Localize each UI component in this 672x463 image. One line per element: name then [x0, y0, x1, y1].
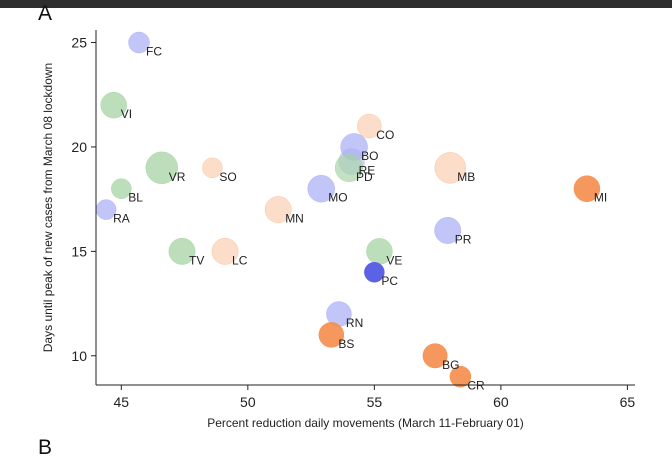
x-tick-label: 45	[114, 394, 130, 410]
point-label-rn: RN	[346, 316, 363, 330]
point-label-bl: BL	[128, 191, 143, 205]
point-mb	[434, 152, 467, 184]
top-bar	[0, 0, 672, 8]
point-bg	[422, 343, 448, 369]
y-tick-label: 20	[71, 139, 87, 155]
y-tick-label: 15	[71, 243, 87, 259]
point-pr	[434, 217, 462, 244]
point-label-ra: RA	[113, 212, 130, 226]
x-tick-label: 50	[240, 394, 256, 410]
point-label-fc: FC	[146, 45, 162, 59]
x-tick-label: 65	[620, 394, 636, 410]
point-label-tv: TV	[189, 253, 204, 267]
point-label-re: RE	[359, 164, 376, 178]
point-mn	[264, 196, 292, 224]
point-label-vr: VR	[169, 170, 186, 184]
point-label-bg: BG	[442, 358, 459, 372]
point-label-mo: MO	[328, 191, 347, 205]
point-tv	[168, 237, 196, 265]
point-label-pr: PR	[455, 232, 472, 246]
point-mo	[307, 174, 335, 203]
point-fc	[128, 31, 150, 54]
x-tick-label: 55	[367, 394, 383, 410]
point-label-pd: PD	[356, 170, 373, 184]
x-tick-label: 60	[493, 394, 509, 410]
x-axis-title: Percent reduction daily movements (March…	[207, 416, 524, 430]
point-mi	[573, 175, 601, 202]
panel-a-letter: A	[38, 2, 53, 25]
point-cr	[449, 365, 472, 388]
point-lc	[211, 237, 239, 265]
point-label-bo: BO	[361, 149, 378, 163]
y-axis-title: Days until peak of new cases from March …	[41, 63, 55, 352]
point-label-so: SO	[219, 170, 236, 184]
point-pd	[334, 153, 364, 183]
point-so	[202, 157, 223, 179]
point-label-bs: BS	[338, 337, 354, 351]
point-label-ve: VE	[386, 253, 402, 267]
point-co	[357, 113, 382, 139]
point-vi	[100, 91, 127, 119]
point-label-co: CO	[376, 128, 394, 142]
point-pc	[364, 261, 385, 283]
markers-layer	[95, 31, 601, 388]
point-vr	[145, 151, 179, 185]
point-label-cr: CR	[467, 379, 485, 393]
point-bs	[318, 322, 345, 348]
y-tick-label: 10	[71, 348, 87, 364]
point-bl	[111, 178, 132, 199]
point-label-mb: MB	[457, 170, 475, 184]
point-label-pc: PC	[381, 274, 398, 288]
axes-layer: 45 50 55 60 65 10 15 20 25	[71, 30, 635, 410]
panel-b-letter: B	[38, 436, 53, 459]
point-label-mi: MI	[594, 191, 607, 205]
point-label-mn: MN	[285, 212, 304, 226]
y-tick-label: 25	[71, 35, 87, 51]
point-label-lc: LC	[232, 253, 248, 267]
point-label-vi: VI	[121, 107, 132, 121]
